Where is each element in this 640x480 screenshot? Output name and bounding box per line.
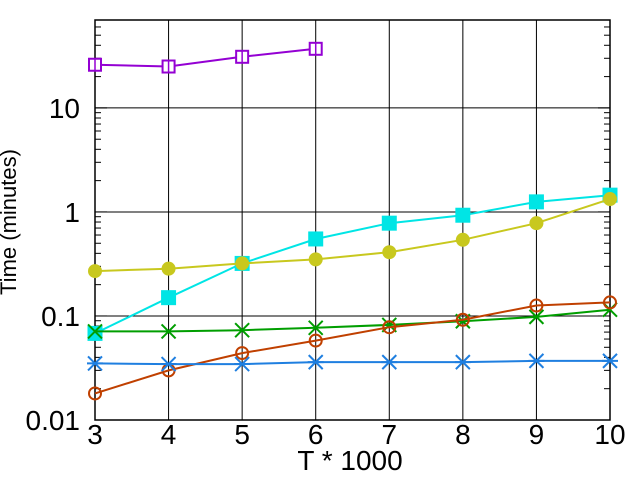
data-point <box>161 290 177 306</box>
data-point <box>308 320 324 336</box>
data-point <box>529 298 544 313</box>
y-axis: 0.01 0.1 1 10 <box>26 19 610 436</box>
series-2 <box>87 187 618 341</box>
data-point <box>160 323 177 340</box>
data-point <box>381 354 398 370</box>
data-point <box>88 386 102 401</box>
data-point <box>528 309 545 325</box>
series-line <box>94 301 611 395</box>
data-point <box>308 333 323 348</box>
x-tick-label: 6 <box>308 419 324 450</box>
data-point <box>161 261 176 276</box>
series-6 <box>87 353 618 372</box>
data-point <box>455 207 471 223</box>
data-point <box>87 355 103 372</box>
data-point <box>160 356 177 372</box>
data-point <box>455 232 470 247</box>
series-line <box>94 47 316 68</box>
data-point <box>235 346 250 361</box>
data-point <box>308 252 323 267</box>
data-point <box>308 231 324 247</box>
series-line <box>95 308 611 333</box>
y-tick-label: 0.1 <box>41 301 80 332</box>
x-tick-label: 9 <box>529 419 545 450</box>
x-tick-label: 7 <box>381 419 397 450</box>
data-point <box>381 215 397 231</box>
data-point <box>603 192 617 207</box>
y-tick-label: 10 <box>49 93 80 124</box>
x-tick-label: 10 <box>594 419 625 450</box>
x-tick-label: 3 <box>87 419 103 450</box>
x-axis-label: T * 1000 <box>297 445 402 476</box>
x-tick-label: 4 <box>161 419 177 450</box>
series-5 <box>88 295 617 401</box>
data-point <box>382 320 397 335</box>
data-point <box>603 295 617 310</box>
y-tick-label: 1 <box>64 197 80 228</box>
data-point <box>87 325 103 341</box>
data-point <box>307 354 324 370</box>
series-line <box>94 198 611 273</box>
x-axis: 3 4 5 6 7 8 9 10 <box>87 419 625 450</box>
series-3 <box>88 192 617 279</box>
series-layer <box>87 41 618 401</box>
data-point <box>234 356 251 372</box>
y-tick-label: 0.01 <box>26 405 81 436</box>
data-point <box>235 256 250 271</box>
data-point <box>528 194 544 210</box>
series-line <box>94 194 611 335</box>
data-point <box>87 323 103 340</box>
series-line <box>94 359 610 366</box>
x-tick-label: 5 <box>234 419 250 450</box>
series-1 <box>88 41 323 74</box>
data-point <box>455 312 470 327</box>
x-tick-label: 8 <box>455 419 471 450</box>
data-point <box>88 264 102 279</box>
data-point <box>528 353 545 369</box>
plot-frame <box>94 19 611 421</box>
data-point <box>454 354 471 370</box>
data-point <box>382 245 397 260</box>
data-point <box>234 322 250 338</box>
y-axis-label: Time (minutes) <box>0 149 21 295</box>
data-point <box>602 353 618 369</box>
data-point <box>529 216 544 231</box>
